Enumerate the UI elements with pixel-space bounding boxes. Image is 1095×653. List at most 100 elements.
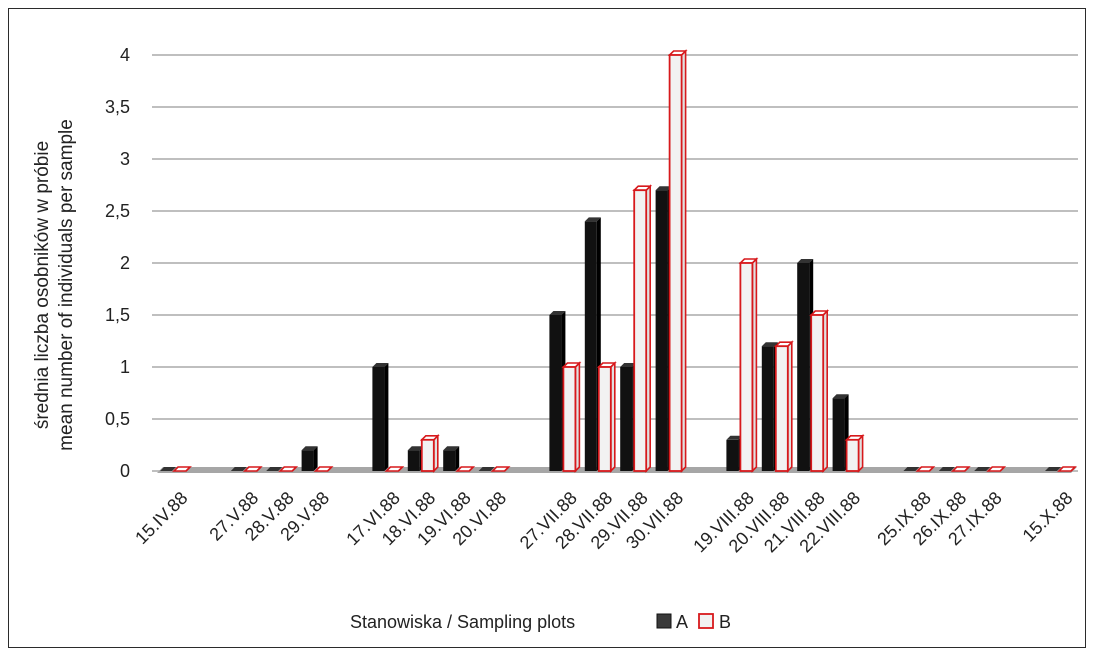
bar-front xyxy=(832,398,845,471)
bar-b xyxy=(278,466,299,472)
bar-side xyxy=(313,446,318,471)
bar-b xyxy=(596,361,617,473)
bar-a xyxy=(443,446,460,471)
bar-front xyxy=(443,450,456,471)
bars xyxy=(160,49,1077,473)
legend: Stanowiska / Sampling plots A B xyxy=(350,612,731,632)
y-tick-label: 0 xyxy=(120,461,130,481)
bar-top xyxy=(549,311,566,315)
y-tick-label: 0,5 xyxy=(105,409,130,429)
y-tick-label: 3 xyxy=(120,149,130,169)
bar-b xyxy=(986,466,1007,472)
bar-b xyxy=(313,466,334,472)
bar-front xyxy=(845,438,860,472)
bar-front xyxy=(584,221,597,471)
bar-top xyxy=(443,446,460,451)
bar-side xyxy=(384,363,389,471)
y-axis-ticks: 0 0,5 1 1,5 2 2,5 3 3,5 4 xyxy=(105,45,130,481)
bar-top xyxy=(1045,467,1061,471)
bar-top xyxy=(172,466,192,472)
legend-label-b: B xyxy=(719,612,731,632)
bar-top xyxy=(266,467,283,471)
bar-front xyxy=(549,315,562,471)
bar-top xyxy=(655,186,672,191)
bar-a xyxy=(938,467,955,471)
bar-front xyxy=(620,367,633,471)
bar-top xyxy=(313,466,334,472)
bar-b xyxy=(809,309,830,473)
y-tick-label: 2 xyxy=(120,253,130,273)
bar-front xyxy=(655,190,668,471)
bar-front xyxy=(797,263,810,471)
bar-a xyxy=(160,467,176,471)
bar-a xyxy=(974,467,991,471)
bar-front xyxy=(810,314,825,472)
y-tick-label: 1 xyxy=(120,357,130,377)
legend-swatch-b xyxy=(698,613,714,629)
y-tick-label: 4 xyxy=(120,45,130,65)
bar-b xyxy=(950,466,971,472)
bar-b xyxy=(172,466,192,472)
bar-front xyxy=(761,346,774,471)
bar-top xyxy=(278,466,299,472)
bar-b xyxy=(242,466,263,472)
y-tick-label: 1,5 xyxy=(105,305,130,325)
bar-top xyxy=(726,435,743,440)
bar-a xyxy=(230,467,247,471)
bar-top xyxy=(230,467,247,471)
bar-a xyxy=(1045,467,1061,471)
x-tick-label: 15.X.88 xyxy=(1019,488,1077,546)
bar-top xyxy=(986,466,1007,472)
bar-b xyxy=(844,433,865,473)
y-axis-title-line2: mean number of individuals per sample xyxy=(56,119,77,451)
bar-front xyxy=(372,367,385,471)
bar-b xyxy=(738,257,759,473)
bar-front xyxy=(597,366,612,472)
bar-b xyxy=(667,49,688,473)
bar-front xyxy=(301,450,314,471)
bar-front xyxy=(562,366,577,472)
y-axis-title-line1: średnia liczba osobników w próbie xyxy=(32,141,53,429)
bar-top xyxy=(242,466,263,472)
y-tick-label: 3,5 xyxy=(105,97,130,117)
bar-top xyxy=(974,467,991,471)
bar-top xyxy=(797,259,814,263)
bar-front xyxy=(726,439,739,471)
chart-frame xyxy=(8,8,1086,648)
bar-top xyxy=(301,446,318,451)
bar-top xyxy=(761,342,778,347)
bar-top xyxy=(903,467,920,471)
bar-top xyxy=(832,394,849,399)
x-tick-label: 15.IV.88 xyxy=(131,488,191,548)
bar-front xyxy=(633,189,648,472)
x-axis-title: Stanowiska / Sampling plots xyxy=(350,612,575,632)
bar-b xyxy=(773,340,794,473)
bar-top xyxy=(938,467,955,471)
bar-b xyxy=(384,466,405,472)
bar-side xyxy=(455,446,460,471)
bar-a xyxy=(903,467,920,471)
bar-b xyxy=(632,184,653,473)
bar-a xyxy=(372,363,389,471)
bar-top xyxy=(478,467,495,471)
bar-a xyxy=(266,467,283,471)
bar-top xyxy=(584,217,601,222)
bar-b xyxy=(455,466,476,472)
bar-a xyxy=(301,446,318,471)
bar-front xyxy=(739,262,754,472)
bar-top xyxy=(1057,466,1077,472)
bar-b xyxy=(561,361,582,473)
bar-front xyxy=(420,438,435,472)
legend-label-a: A xyxy=(676,612,688,632)
bar-front xyxy=(668,54,683,472)
bar-front xyxy=(774,345,789,472)
bar-top xyxy=(384,466,405,472)
bar-top xyxy=(407,446,424,451)
bar-top xyxy=(950,466,971,472)
bar-b xyxy=(490,466,511,472)
bar-a xyxy=(584,217,601,471)
bar-front xyxy=(407,450,420,471)
bar-b xyxy=(1057,466,1077,472)
